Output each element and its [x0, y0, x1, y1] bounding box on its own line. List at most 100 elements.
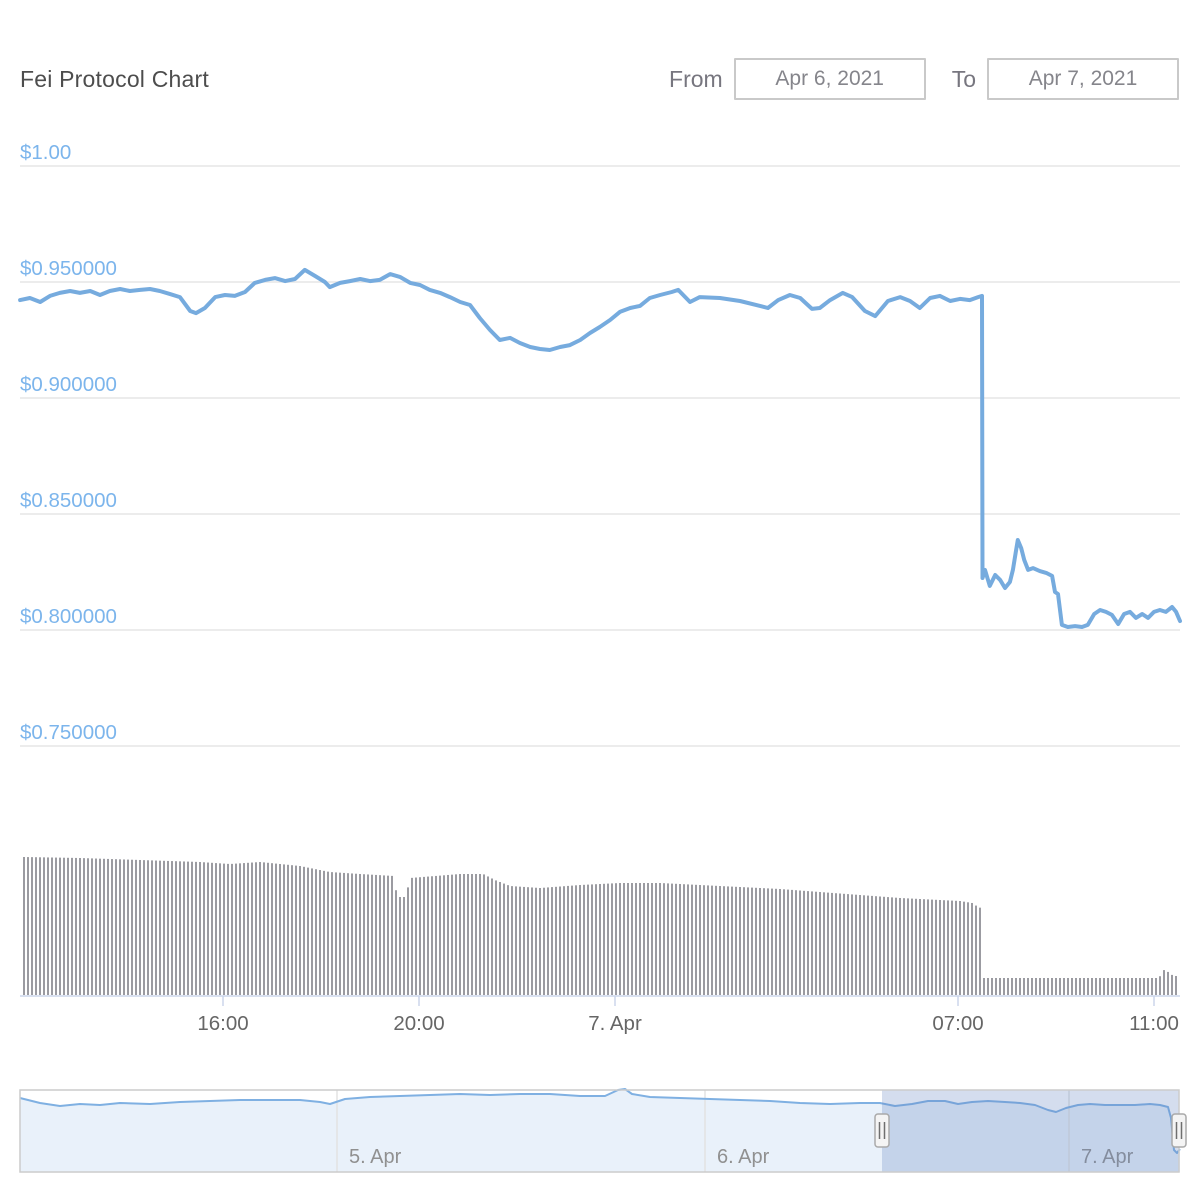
volume-bar [535, 887, 537, 995]
volume-bar [787, 889, 789, 995]
volume-bar [167, 860, 169, 995]
volume-bar [447, 874, 449, 995]
x-axis-label: 20:00 [393, 1012, 444, 1035]
volume-bar [519, 886, 521, 995]
y-axis-label: $0.800000 [20, 605, 117, 628]
volume-bar [759, 887, 761, 995]
volume-bar [643, 883, 645, 995]
volume-bar [303, 866, 305, 995]
volume-bar [951, 900, 953, 995]
navigator: 5. Apr 6. Apr 7. Apr [19, 1088, 1187, 1173]
to-date-input[interactable] [987, 58, 1179, 100]
volume-bar [375, 874, 377, 995]
volume-bar [623, 883, 625, 995]
volume-bar [351, 873, 353, 995]
volume-bar [591, 884, 593, 995]
volume-bar [819, 892, 821, 995]
volume-bar [803, 890, 805, 995]
volume-bar [275, 863, 277, 995]
volume-bar [1143, 978, 1145, 995]
volume-bar [139, 859, 141, 995]
volume-bar [1131, 978, 1133, 995]
volume-bar [775, 888, 777, 995]
volume-bar [627, 883, 629, 995]
volume-bar [239, 863, 241, 995]
volume-bar [1015, 978, 1017, 995]
navigator-right-handle-grip[interactable] [1171, 1113, 1187, 1148]
volume-bar [839, 893, 841, 995]
volume-bar [751, 887, 753, 995]
volume-bar [327, 871, 329, 995]
volume-bar [83, 858, 85, 995]
volume-bar [859, 895, 861, 995]
volume-bar [783, 889, 785, 995]
navigator-left-handle-grip[interactable] [874, 1113, 890, 1148]
volume-bar [691, 884, 693, 995]
volume-bar [563, 886, 565, 995]
volume-bar [315, 869, 317, 995]
volume-bar [131, 859, 133, 995]
volume-bar [723, 886, 725, 995]
volume-bar [87, 858, 89, 995]
volume-bar [815, 891, 817, 995]
volume-bar [995, 978, 997, 995]
volume-bar [423, 876, 425, 995]
volume-bar [287, 864, 289, 995]
y-axis-label: $0.850000 [20, 489, 117, 512]
volume-bar [971, 902, 973, 995]
volume-bar [1071, 978, 1073, 995]
volume-bar [987, 978, 989, 995]
y-axis-label: $0.750000 [20, 721, 117, 744]
navigator-selected-range[interactable] [882, 1090, 1179, 1172]
volume-bar [655, 883, 657, 995]
volume-bar [891, 897, 893, 995]
volume-bar [911, 898, 913, 995]
volume-bar [863, 895, 865, 995]
volume-bar [1039, 978, 1041, 995]
volume-bar [399, 897, 401, 995]
volume-bar [459, 874, 461, 995]
volume-bar [1175, 975, 1177, 995]
volume-bar [823, 892, 825, 995]
from-date-input[interactable] [733, 58, 926, 100]
volume-bar [1067, 978, 1069, 995]
volume-bar [371, 874, 373, 995]
navigator-right-handle[interactable] [1171, 1113, 1187, 1148]
volume-bar [1099, 978, 1101, 995]
x-axis-label: 16:00 [197, 1012, 248, 1035]
volume-bar [387, 875, 389, 995]
volume-bar [475, 874, 477, 995]
volume-bar [1091, 978, 1093, 995]
volume-bar [939, 900, 941, 995]
volume-bar [495, 880, 497, 995]
volume-bar [991, 978, 993, 995]
volume-bar [659, 883, 661, 995]
volume-bar [835, 893, 837, 995]
volume-bar [331, 872, 333, 995]
volume-bar [487, 876, 489, 995]
volume-bar [699, 885, 701, 995]
navigator-left-handle[interactable] [874, 1113, 890, 1148]
volume-bar [163, 860, 165, 995]
volume-bar [115, 859, 117, 995]
volume-bar [1063, 978, 1065, 995]
plot-area[interactable] [20, 140, 1180, 996]
volume-bar [735, 886, 737, 995]
volume-bar [667, 883, 669, 995]
volume-bar [1095, 978, 1097, 995]
volume-bar [979, 907, 981, 995]
volume-bar [435, 875, 437, 995]
volume-bar [267, 862, 269, 995]
y-axis-label: $0.900000 [20, 373, 117, 396]
volume-bar [39, 857, 41, 995]
volume-bar [1055, 978, 1057, 995]
volume-bar [1047, 978, 1049, 995]
volume-bar [255, 862, 257, 995]
volume-bar [555, 886, 557, 995]
volume-bar [1059, 978, 1061, 995]
volume-bar [379, 875, 381, 995]
volume-bar [1151, 978, 1153, 995]
volume-bar [95, 858, 97, 995]
volume-bar [531, 887, 533, 995]
volume-bar [471, 874, 473, 995]
